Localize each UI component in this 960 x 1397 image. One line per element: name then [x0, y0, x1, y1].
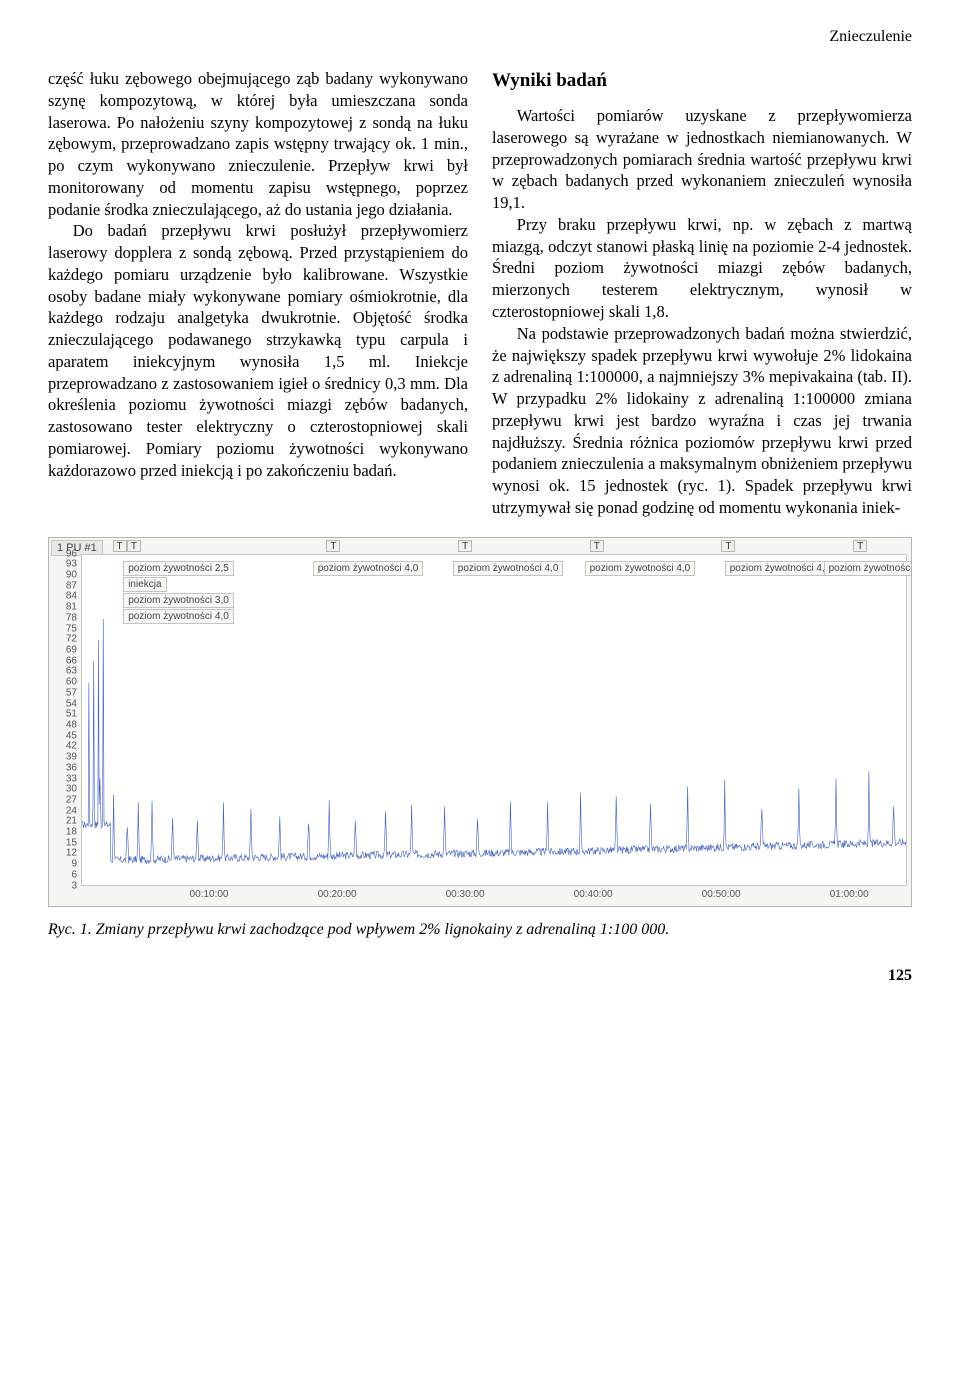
paragraph: część łuku zębowego obejmującego ząb bad… — [48, 68, 468, 220]
x-axis: 00:10:00 00:20:00 00:30:00 00:40:00 00:50:00… — [81, 889, 907, 903]
y-tick: 3 — [71, 880, 77, 891]
y-axis: 96 93908784817875726966636057545148454239… — [49, 554, 81, 886]
t-marker: T — [721, 540, 735, 552]
y-tick: 75 — [66, 623, 77, 634]
t-marker: T — [590, 540, 604, 552]
blood-flow-chart: 1 PU #1 TTTTTTT 969390878481787572696663… — [48, 537, 912, 907]
y-tick: 51 — [66, 709, 77, 720]
chart-annotation: poziom żywotności 4,0 — [453, 561, 564, 576]
t-marker: T — [853, 540, 867, 552]
paragraph: Wartości pomiarów uzyskane z przepływomi… — [492, 105, 912, 214]
y-tick: 63 — [66, 666, 77, 677]
right-column: Wyniki badań Wartości pomiarów uzyskane … — [492, 68, 912, 519]
y-tick: 54 — [66, 698, 77, 709]
y-tick: 21 — [66, 816, 77, 827]
y-tick: 66 — [66, 655, 77, 666]
chart-annotation: poziom żywotności 4,0 — [725, 561, 836, 576]
y-tick: 24 — [66, 805, 77, 816]
y-tick: 69 — [66, 645, 77, 656]
chart-annotation: iniekcja — [123, 577, 166, 592]
y-tick: 18 — [66, 827, 77, 838]
x-tick: 00:20:00 — [318, 889, 357, 900]
x-tick: 01:00:00 — [830, 889, 869, 900]
plot-area: poziom żywotności 2,5iniekcjapoziom żywo… — [81, 554, 907, 886]
y-tick: 30 — [66, 784, 77, 795]
y-tick: 42 — [66, 741, 77, 752]
section-header: Znieczulenie — [48, 28, 912, 46]
y-tick: 57 — [66, 687, 77, 698]
page-number: 125 — [48, 967, 912, 985]
chart-annotation: poziom żywotności 2,5 — [123, 561, 234, 576]
paragraph: Do badań przepływu krwi posłużył przepły… — [48, 220, 468, 481]
section-title: Wyniki badań — [492, 68, 912, 93]
figure-caption: Ryc. 1. Zmiany przepływu krwi zachodzące… — [48, 921, 912, 939]
y-tick: 27 — [66, 794, 77, 805]
y-tick: 36 — [66, 762, 77, 773]
flow-trace — [82, 618, 906, 863]
y-tick: 33 — [66, 773, 77, 784]
chart-annotation: poziom żywotności 3,0 — [123, 593, 234, 608]
y-tick: 39 — [66, 752, 77, 763]
chart-annotation: poziom żywotności 4,0 — [585, 561, 696, 576]
x-tick: 00:10:00 — [190, 889, 229, 900]
y-tick: 6 — [71, 869, 77, 880]
chart-annotation: poziom żywotności 4,0 — [313, 561, 424, 576]
chart-annotation: poziom żywotności 4,0 — [824, 561, 912, 576]
y-tick: 72 — [66, 634, 77, 645]
t-marker: T — [113, 540, 127, 552]
left-column: część łuku zębowego obejmującego ząb bad… — [48, 68, 468, 519]
t-marker: T — [326, 540, 340, 552]
y-tick: 15 — [66, 837, 77, 848]
y-tick: 45 — [66, 730, 77, 741]
y-tick: 78 — [66, 612, 77, 623]
y-tick: 9 — [71, 859, 77, 870]
y-tick: 87 — [66, 580, 77, 591]
paragraph: Na podstawie przeprowadzonych badań możn… — [492, 323, 912, 519]
y-tick: 81 — [66, 602, 77, 613]
x-tick: 00:40:00 — [574, 889, 613, 900]
paragraph: Przy braku przepływu krwi, np. w zębach … — [492, 214, 912, 323]
y-tick: 90 — [66, 570, 77, 581]
y-tick: 96 — [66, 548, 77, 559]
t-marker: T — [127, 540, 141, 552]
marker-bar: TTTTTTT — [111, 540, 909, 554]
y-tick: 60 — [66, 677, 77, 688]
x-tick: 00:50:00 — [702, 889, 741, 900]
y-tick: 48 — [66, 719, 77, 730]
text-columns: część łuku zębowego obejmującego ząb bad… — [48, 68, 912, 519]
x-tick: 00:30:00 — [446, 889, 485, 900]
chart-annotation: poziom żywotności 4,0 — [123, 609, 234, 624]
y-tick: 12 — [66, 848, 77, 859]
y-tick: 84 — [66, 591, 77, 602]
y-tick: 93 — [66, 559, 77, 570]
t-marker: T — [458, 540, 472, 552]
